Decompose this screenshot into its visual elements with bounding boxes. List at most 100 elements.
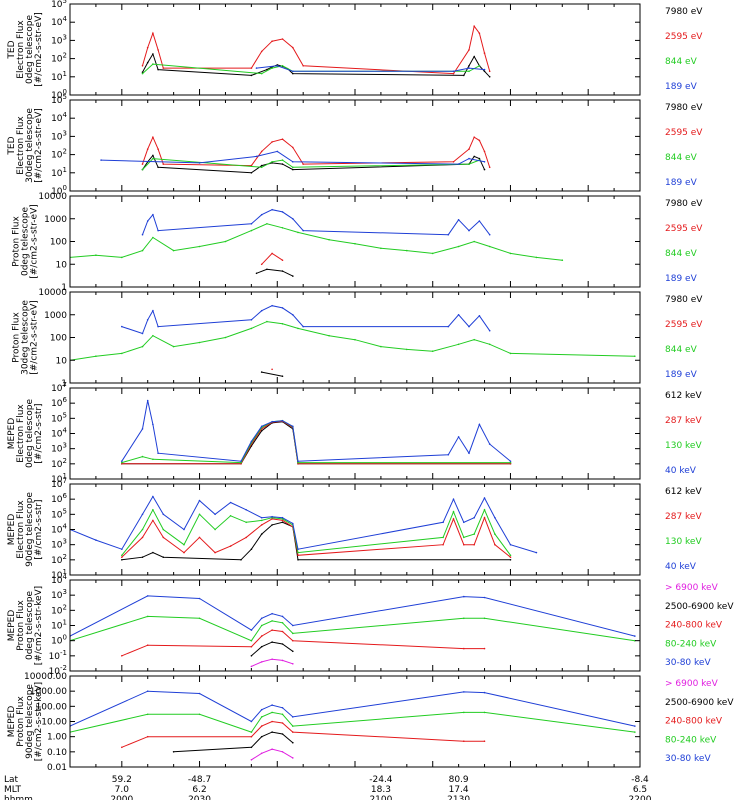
data-point	[198, 245, 201, 248]
footer-lat-value: -24.4	[369, 775, 393, 785]
panel-5-data	[121, 399, 512, 465]
footer-lat-value: 80.9	[449, 775, 469, 785]
y-axis-label: 90deg telescope	[25, 684, 35, 759]
series-line-189-ev	[256, 65, 485, 72]
series-line-80-240-kev	[70, 711, 635, 733]
panel-4: 7980 eV 2595 eV 844 eV 189 eV 1 10 100 1000 1000…	[12, 288, 704, 389]
data-point	[463, 521, 465, 524]
data-point	[141, 513, 144, 516]
y-tick-label: 103	[51, 442, 67, 455]
data-point	[240, 460, 242, 463]
data-point	[271, 40, 273, 42]
panel-frame	[69, 195, 641, 288]
y-tick-label: 101	[51, 619, 67, 632]
data-point	[442, 536, 444, 539]
data-point	[95, 254, 97, 256]
data-point	[457, 343, 460, 346]
data-point	[152, 213, 154, 216]
y-axis-label: [#/cm2-s-str-keV]	[34, 682, 44, 761]
data-point	[509, 556, 512, 558]
data-point	[260, 617, 263, 620]
series-line-612-kev	[121, 421, 511, 465]
data-point	[250, 655, 253, 657]
data-point	[483, 70, 486, 73]
y-tick-label: 101	[51, 472, 67, 485]
data-point	[328, 238, 330, 241]
data-point	[297, 559, 299, 561]
y-tick-label: 104	[51, 573, 67, 586]
legend-entry: 80-240 keV	[665, 639, 717, 649]
legend-entry: > 6900 keV	[665, 583, 719, 593]
data-point	[152, 53, 154, 55]
data-point	[157, 49, 159, 51]
data-point	[121, 559, 123, 561]
data-point	[488, 70, 491, 73]
y-axis-label: [#/cm2-s-str-eV]	[34, 12, 44, 87]
data-point	[198, 341, 201, 344]
data-point	[260, 645, 263, 648]
data-point	[468, 148, 470, 150]
footer-mlt-value: 6.5	[633, 785, 647, 795]
y-axis-label: 0deg telescope	[21, 207, 31, 277]
data-point	[483, 509, 486, 511]
data-point	[271, 304, 273, 307]
data-point	[162, 556, 165, 558]
y-tick-label: 100	[50, 334, 67, 344]
data-point	[488, 233, 491, 236]
data-point	[260, 725, 263, 727]
data-point	[250, 74, 253, 77]
y-tick-label: 106	[51, 396, 67, 409]
data-point	[250, 746, 253, 749]
data-point	[281, 659, 284, 662]
data-point	[266, 320, 268, 323]
y-tick-label: 0.10	[47, 748, 67, 758]
data-point	[121, 556, 123, 558]
y-axis-label: 30deg telescope	[25, 108, 35, 183]
data-point	[162, 536, 165, 539]
data-point	[157, 325, 159, 328]
data-point	[152, 423, 154, 426]
data-point	[146, 690, 149, 692]
data-point	[224, 240, 227, 243]
y-tick-label: 10000	[38, 288, 67, 298]
data-point	[255, 155, 258, 158]
data-point	[292, 166, 294, 169]
data-point	[457, 219, 460, 221]
data-point	[281, 227, 284, 229]
data-point	[463, 617, 465, 620]
y-tick-label: 10000	[38, 192, 67, 202]
data-point	[260, 524, 263, 526]
data-point	[245, 536, 247, 539]
data-point	[152, 309, 154, 312]
data-point	[483, 161, 486, 163]
data-point	[328, 334, 330, 337]
data-point	[292, 275, 294, 277]
data-point	[198, 536, 201, 539]
series-line-844-ev	[142, 158, 480, 170]
data-point	[406, 348, 408, 351]
data-point	[452, 70, 455, 73]
legend-entry: 80-240 keV	[665, 735, 717, 745]
y-tick-label: 1.00	[47, 733, 67, 743]
legend-entry: 844 eV	[665, 57, 698, 67]
data-point	[198, 499, 201, 502]
data-point	[452, 161, 455, 163]
data-point	[297, 231, 299, 234]
data-point	[271, 612, 273, 615]
data-point	[146, 735, 149, 738]
data-point	[121, 460, 123, 463]
data-point	[281, 713, 284, 716]
data-point	[271, 731, 273, 733]
y-tick-label: 100	[51, 88, 67, 101]
y-axis-label: [#/cm2-s-str]	[34, 403, 44, 463]
data-point	[494, 516, 496, 519]
data-point	[152, 495, 154, 498]
y-tick-label: 100	[51, 184, 67, 197]
data-point	[198, 617, 201, 620]
data-point	[463, 647, 465, 650]
legend-entry: 844 eV	[665, 249, 698, 259]
series-line-40-kev	[121, 400, 511, 462]
data-point	[457, 245, 460, 248]
series-line-7980-ev	[256, 268, 294, 277]
panel-6-data	[70, 495, 538, 561]
